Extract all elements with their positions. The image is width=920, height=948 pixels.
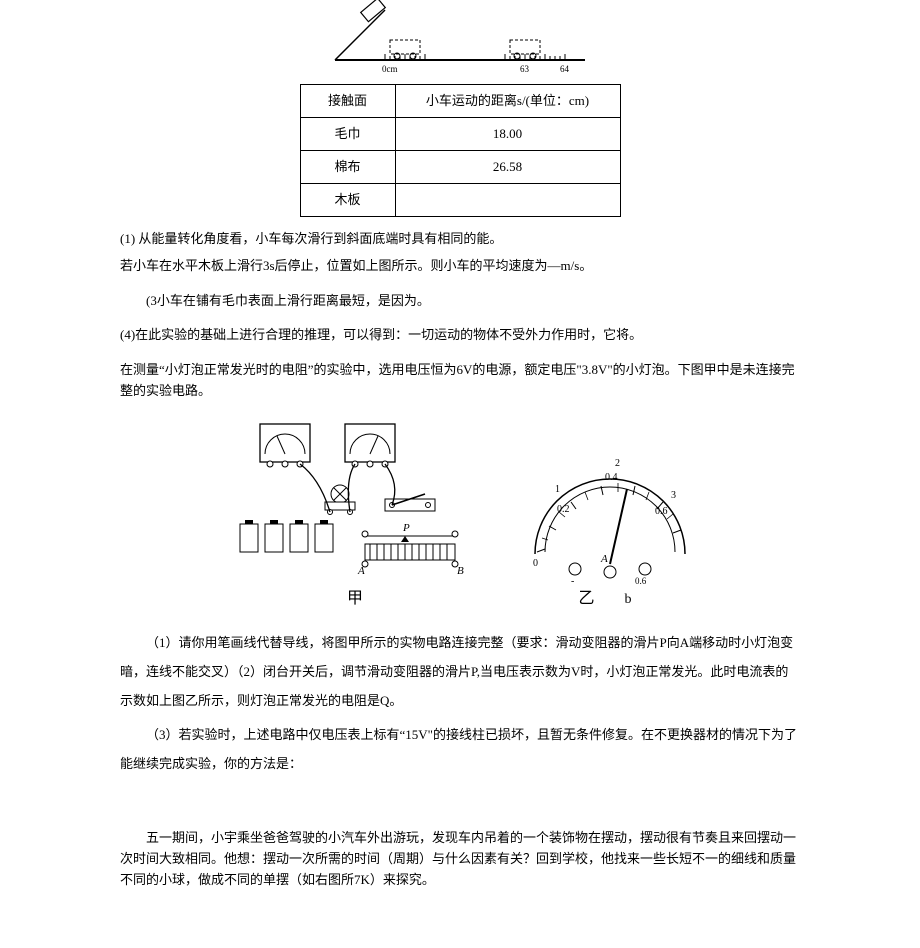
svg-text:P: P: [402, 522, 410, 534]
table-row: 木板: [300, 184, 620, 217]
svg-text:0.6: 0.6: [635, 576, 647, 584]
table-row: 毛巾 18.00: [300, 118, 620, 151]
bulb-q1: （1）请你用笔画线代替导线，将图甲所示的实物电路连接完整（要求：滑动变阻器的滑片…: [120, 629, 800, 715]
ruler-64: 64: [560, 64, 570, 74]
surface-distance-table: 接触面 小车运动的距离s/(单位：cm) 毛巾 18.00 棉布 26.58 木…: [300, 84, 621, 217]
bulb-q3: （3）若实验时，上述电路中仅电压表上标有“15V"的接线柱已损坏，且暂无条件修复…: [120, 721, 800, 778]
svg-text:A: A: [600, 553, 608, 565]
svg-text:3: 3: [671, 490, 676, 501]
ammeter-dial-svg: 0 0.2 0.4 0.6 1 2 3 - A 0.6: [515, 434, 695, 584]
circuit-figures: A B P 甲: [120, 414, 800, 612]
question-2: 若小车在水平木板上滑行3s后停止，位置如上图所示。则小车的平均速度为—m/s。: [120, 256, 800, 277]
incline-diagram: 0cm 63 64: [120, 0, 800, 80]
ruler-zero: 0cm: [382, 64, 398, 74]
svg-text:0.2: 0.2: [557, 504, 570, 515]
svg-text:B: B: [457, 565, 464, 577]
label-b: b: [625, 589, 632, 611]
svg-text:1: 1: [555, 484, 560, 495]
label-jia: 甲: [347, 586, 363, 612]
table-header-distance: 小车运动的距离s/(单位：cm): [395, 85, 620, 118]
svg-text:0: 0: [533, 558, 538, 569]
ruler-63: 63: [520, 64, 530, 74]
label-yi: 乙: [578, 586, 594, 612]
table-row: 棉布 26.58: [300, 151, 620, 184]
bulb-intro: 在测量“小灯泡正常发光时的电阻”的实验中，选用电压恒为6V的电源，额定电压"3.…: [120, 360, 800, 402]
svg-text:-: -: [571, 576, 574, 584]
question-4: (4)在此实验的基础上进行合理的推理，可以得到：一切运动的物体不受外力作用时，它…: [120, 325, 800, 346]
svg-text:0.4: 0.4: [605, 472, 618, 483]
pendulum-paragraph: 五一期间，小宇乘坐爸爸驾驶的小汽车外出游玩，发现车内吊着的一个装饰物在摆动，摆动…: [120, 828, 800, 890]
question-3: (3小车在铺有毛巾表面上滑行距离最短，是因为。: [120, 291, 800, 312]
table-header-surface: 接触面: [300, 85, 395, 118]
svg-text:0.6: 0.6: [655, 506, 668, 517]
question-1: (1) 从能量转化角度看，小车每次滑行到斜面底端时具有相同的能。: [120, 229, 800, 250]
circuit-left-svg: A B P: [225, 414, 485, 584]
svg-text:2: 2: [615, 458, 620, 469]
svg-text:A: A: [357, 565, 365, 577]
